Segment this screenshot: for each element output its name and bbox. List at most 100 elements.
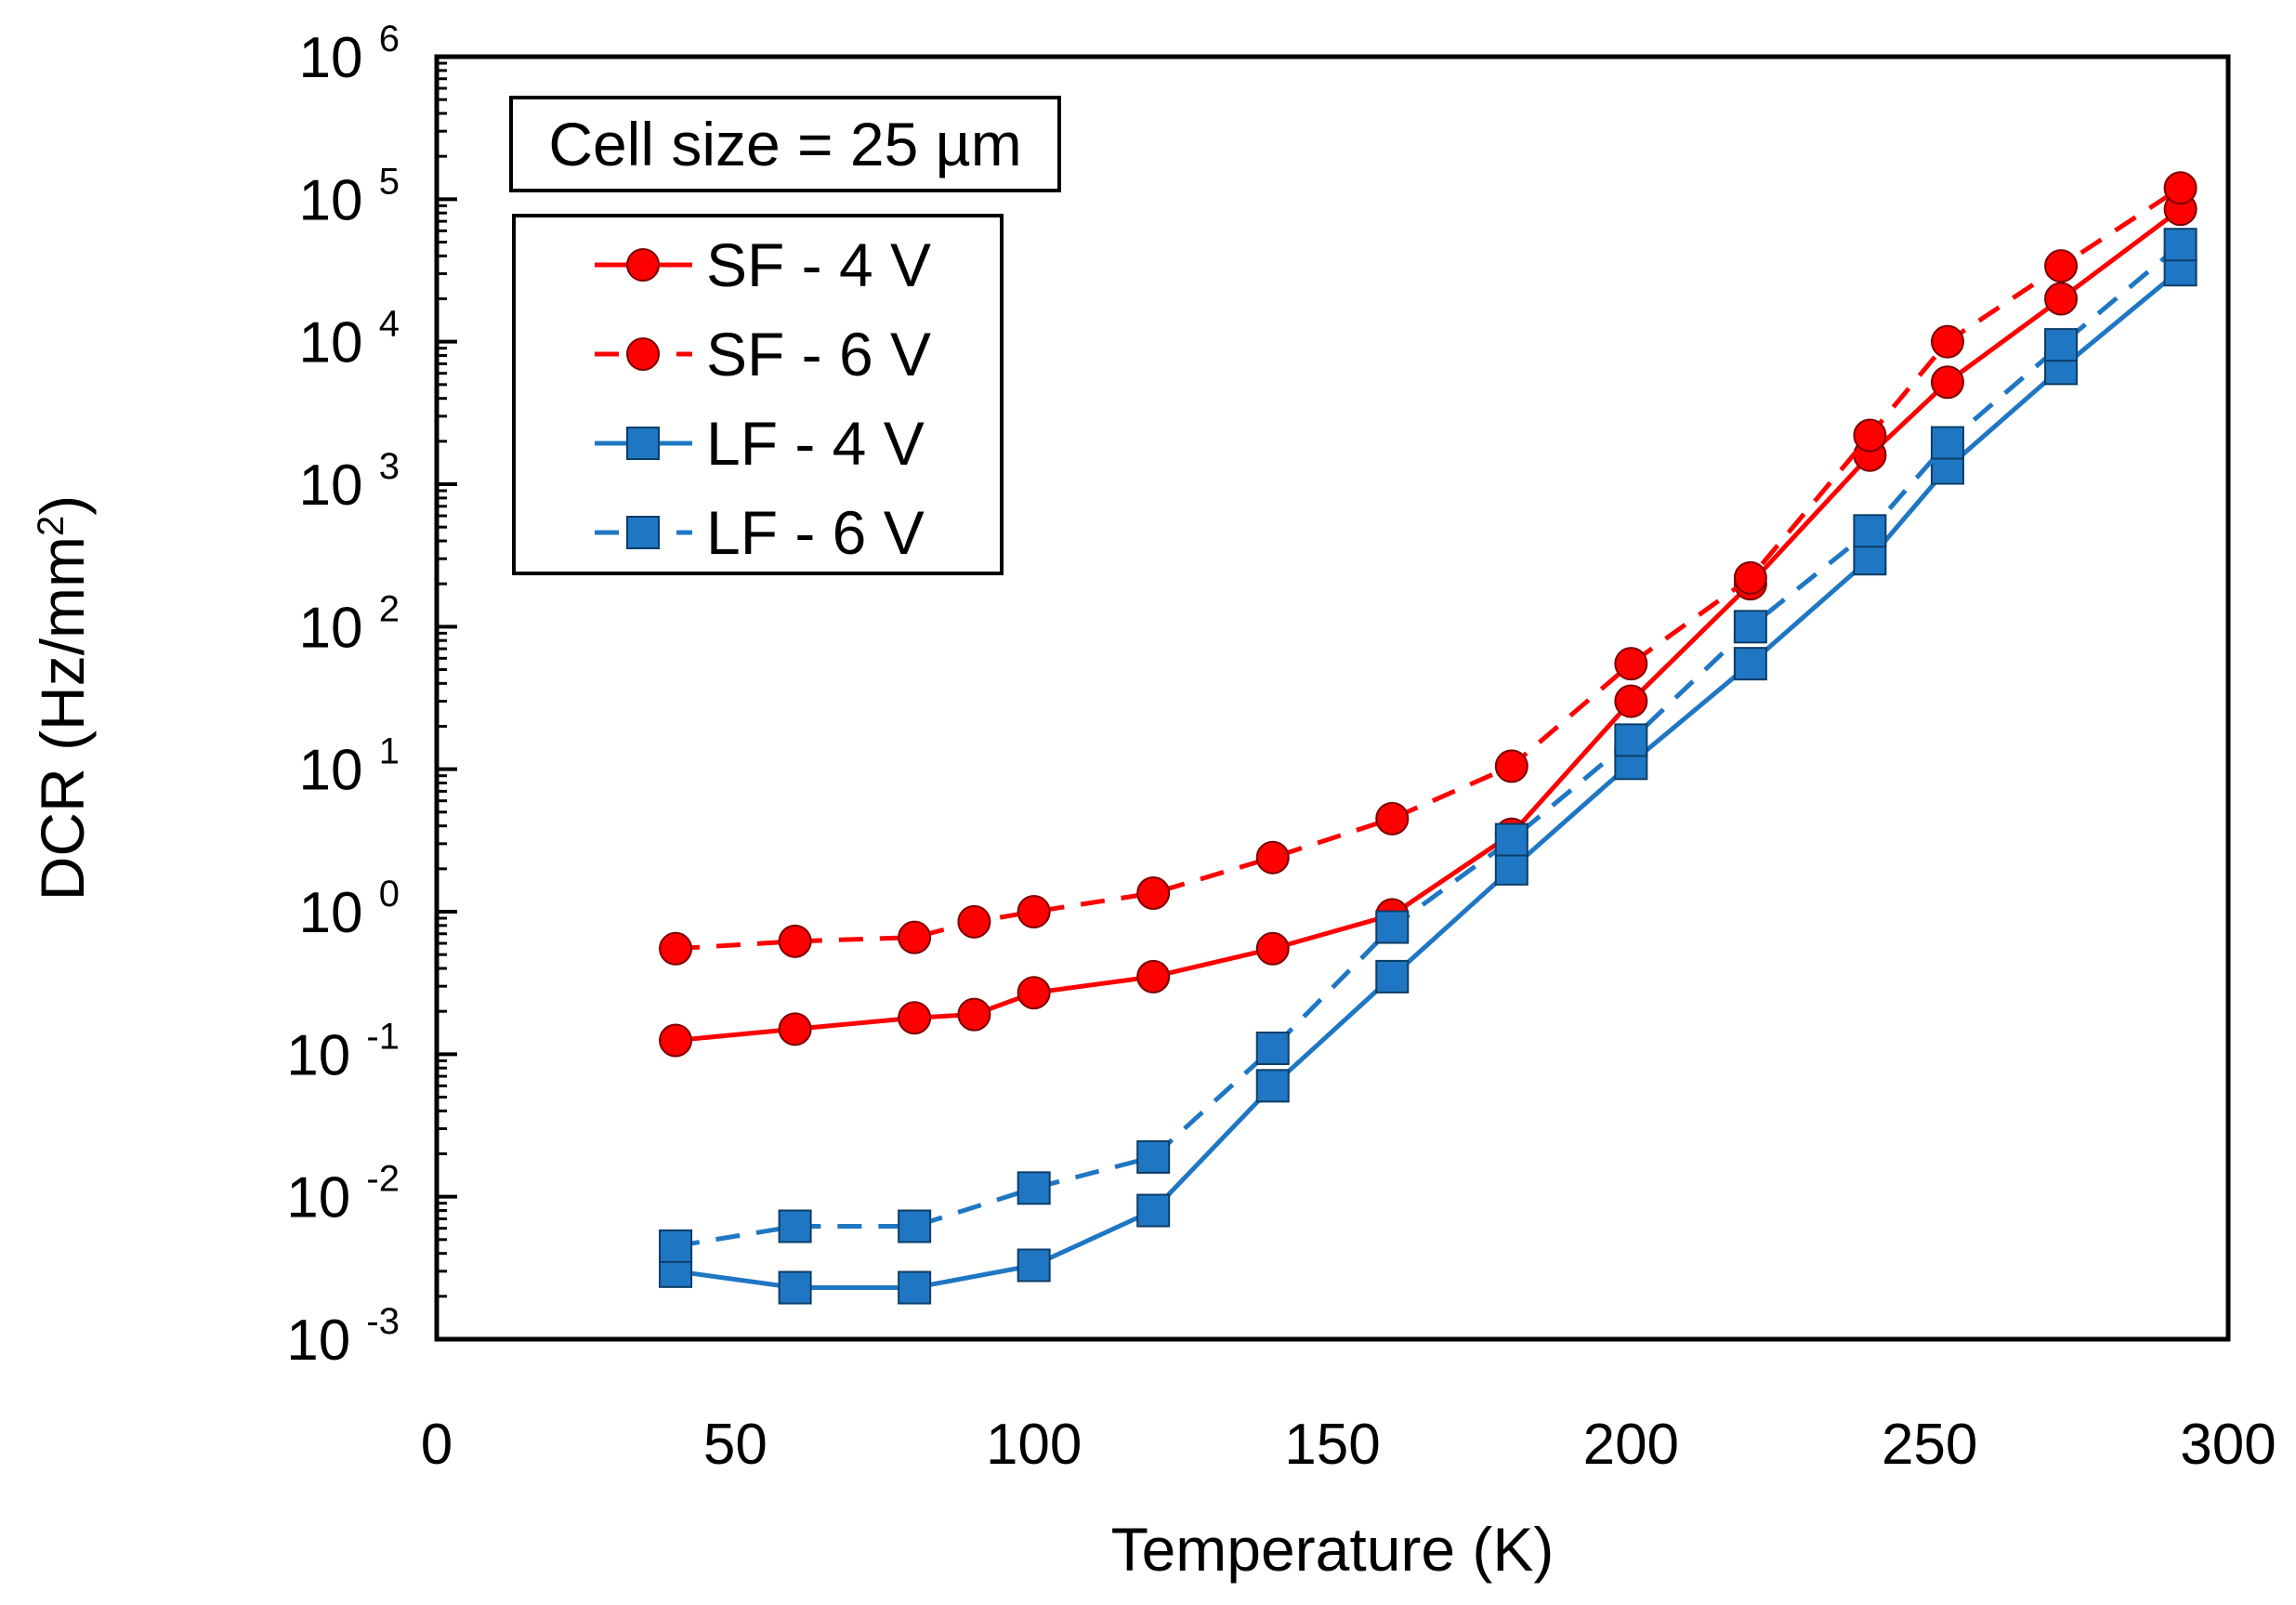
legend-label: LF - 6 V: [706, 498, 925, 567]
data-point: [2044, 282, 2079, 316]
data-point: [2163, 228, 2198, 262]
data-point: [778, 1012, 812, 1046]
y-tick-base: 10: [286, 1166, 366, 1230]
y-tick-base: 10: [286, 1023, 366, 1087]
data-point: [1017, 1248, 1051, 1283]
data-point: [1017, 976, 1051, 1010]
data-point: [1614, 647, 1648, 681]
data-point: [1494, 851, 1528, 886]
data-point: [659, 1229, 693, 1263]
series-lf-6-v: [659, 228, 2198, 1263]
series-lf-4-v: [659, 253, 2198, 1305]
data-point: [898, 1209, 932, 1243]
x-tick-label: 150: [1284, 1413, 1380, 1477]
data-point: [898, 920, 932, 954]
data-point: [957, 904, 991, 939]
y-tick-exponent: 2: [379, 588, 400, 629]
legend-item: LF - 6 V: [595, 498, 925, 567]
x-axis-title: Temperature (K): [1111, 1515, 1555, 1584]
legend-item: LF - 4 V: [595, 409, 925, 478]
y-tick-base: 10: [299, 739, 379, 803]
data-point: [1255, 840, 1290, 875]
data-point: [1853, 418, 1887, 453]
legend-item: SF - 4 V: [595, 230, 931, 299]
y-axis-title-superscript: 2: [31, 516, 72, 536]
legend-frame: [512, 214, 1004, 575]
y-tick-exponent: -1: [366, 1016, 400, 1057]
data-point: [1733, 647, 1767, 681]
series-sf-6-v: [659, 171, 2198, 966]
data-point: [1136, 1139, 1171, 1174]
data-point: [1614, 684, 1648, 718]
y-tick-exponent: 3: [379, 446, 400, 487]
data-point: [778, 1209, 812, 1243]
data-point: [1930, 365, 1964, 400]
data-point: [1375, 910, 1410, 944]
x-tick-label: 200: [1583, 1413, 1679, 1477]
data-point: [1255, 1031, 1290, 1065]
plot-area-frame: [434, 54, 2231, 1342]
annotation-frame: [509, 96, 1061, 192]
data-point: [1853, 542, 1887, 576]
y-tick-label: 10 -2: [286, 1159, 400, 1230]
legend-item: SF - 6 V: [595, 320, 931, 388]
y-axis-title-main: DCR (Hz/mm: [28, 536, 97, 901]
y-tick-base: 10: [299, 311, 379, 375]
data-point: [1017, 895, 1051, 928]
annotation-box: Cell size = 25 µm: [509, 96, 1061, 192]
data-point: [1375, 959, 1410, 993]
annotation-text: Cell size = 25 µm: [548, 110, 1021, 178]
y-tick-base: 10: [299, 26, 379, 90]
data-point: [659, 931, 693, 966]
data-point: [1614, 723, 1648, 757]
data-point: [1733, 560, 1767, 595]
data-point: [957, 997, 991, 1032]
data-point: [1136, 876, 1171, 911]
legend: SF - 4 V SF - 6 V LF - 4 V LF - 6 V: [512, 214, 1004, 575]
data-point: [1136, 1193, 1171, 1228]
y-tick-exponent: 0: [379, 874, 400, 914]
data-point: [1930, 324, 1964, 359]
data-point: [898, 1001, 932, 1035]
data-point: [778, 924, 812, 958]
legend-label: SF - 4 V: [706, 230, 931, 299]
legend-marker: [626, 516, 660, 549]
data-point: [1853, 514, 1887, 548]
y-tick-exponent: 1: [379, 731, 400, 772]
y-tick-exponent: -3: [366, 1301, 400, 1342]
data-point: [1136, 959, 1171, 993]
legend-marker: [626, 427, 660, 460]
legend-marker: [626, 337, 660, 371]
y-tick-label: 10 5: [299, 161, 400, 232]
y-tick-base: 10: [286, 1309, 366, 1373]
legend-marker: [626, 248, 660, 282]
x-tick-label: 50: [703, 1413, 768, 1477]
y-tick-base: 10: [299, 454, 379, 518]
data-point: [1494, 749, 1528, 783]
data-point: [2163, 171, 2198, 205]
y-tick-exponent: -2: [366, 1159, 400, 1200]
y-axis-title-end: ): [28, 495, 97, 516]
data-point: [1017, 1171, 1051, 1205]
y-tick-base: 10: [299, 881, 379, 945]
data-point: [1930, 426, 1964, 460]
data-point: [1733, 610, 1767, 644]
data-point: [1375, 801, 1410, 835]
y-tick-label: 10 0: [299, 874, 400, 945]
y-tick-label: 10 1: [299, 731, 400, 803]
legend-label: SF - 6 V: [706, 320, 931, 388]
y-axis-title: DCR (Hz/mm2): [28, 495, 97, 901]
y-tick-base: 10: [299, 168, 379, 232]
data-point: [778, 1270, 812, 1305]
y-tick-exponent: 4: [379, 304, 400, 345]
y-tick-base: 10: [299, 596, 379, 660]
x-tick-label: 0: [421, 1413, 453, 1477]
x-tick-label: 100: [986, 1413, 1082, 1477]
x-tick-label: 250: [1882, 1413, 1977, 1477]
y-tick-label: 10 -3: [286, 1301, 400, 1373]
y-tick-label: 10 4: [299, 304, 400, 375]
x-tick-label: 300: [2180, 1413, 2276, 1477]
series-line: [675, 243, 2183, 1249]
y-tick-label: 10 6: [299, 19, 400, 90]
